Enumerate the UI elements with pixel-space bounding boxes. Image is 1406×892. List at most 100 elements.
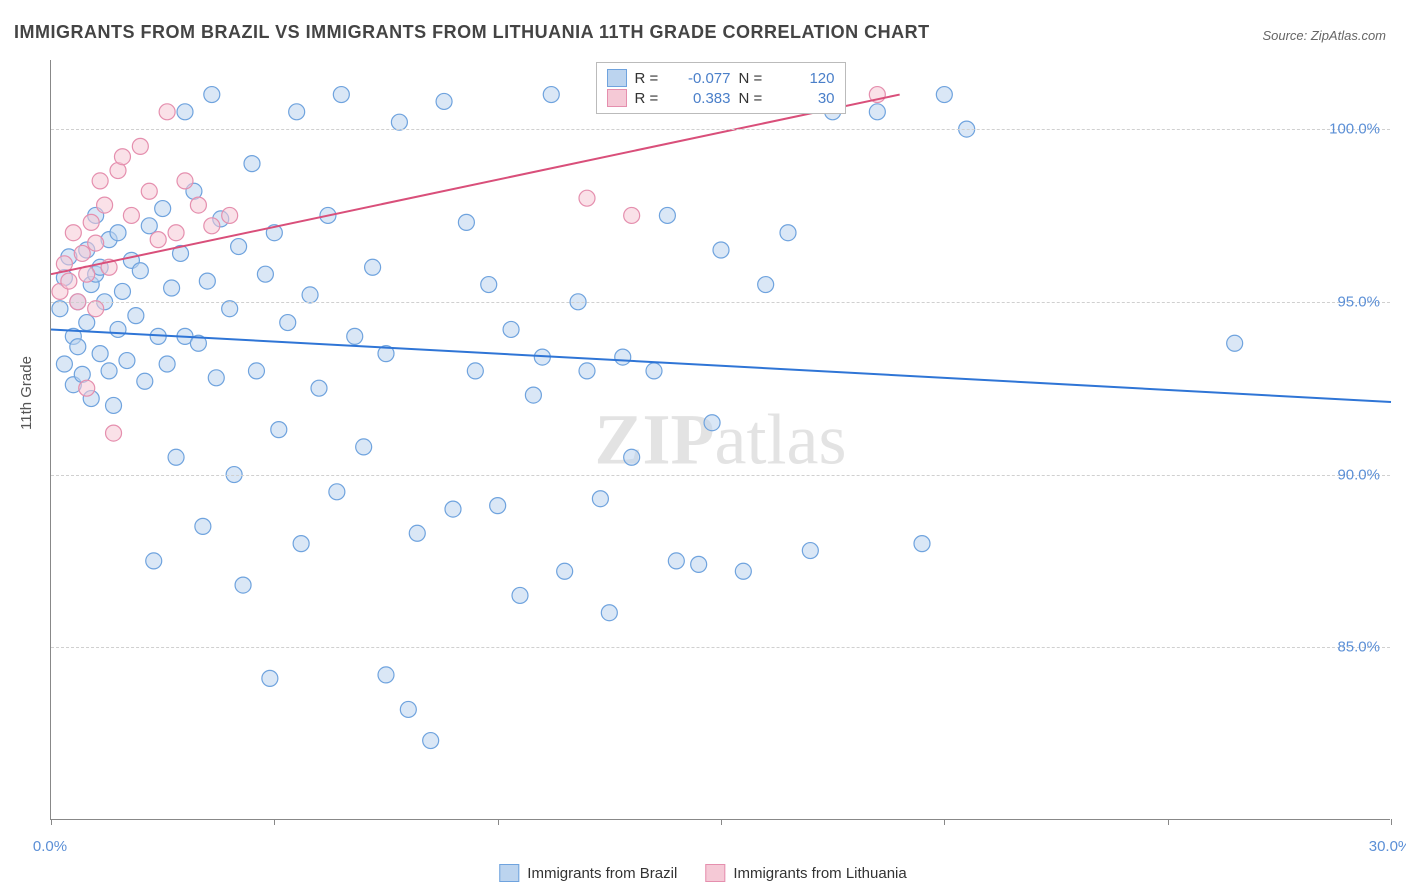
data-point	[802, 543, 818, 559]
data-point	[503, 321, 519, 337]
data-point	[177, 173, 193, 189]
data-point	[262, 670, 278, 686]
data-point	[557, 563, 573, 579]
data-point	[302, 287, 318, 303]
data-point	[659, 207, 675, 223]
data-point	[204, 87, 220, 103]
chart-plot-area: ZIPatlas R = -0.077 N = 120 R = 0.383 N …	[50, 60, 1390, 820]
data-point	[106, 397, 122, 413]
data-point	[758, 277, 774, 293]
data-point	[436, 93, 452, 109]
r-label: R =	[635, 90, 663, 107]
data-point	[168, 225, 184, 241]
data-point	[271, 422, 287, 438]
data-point	[458, 214, 474, 230]
data-point	[409, 525, 425, 541]
data-point	[177, 104, 193, 120]
data-point	[97, 197, 113, 213]
data-point	[231, 239, 247, 255]
data-point	[445, 501, 461, 517]
data-point	[512, 587, 528, 603]
data-point	[137, 373, 153, 389]
data-point	[914, 536, 930, 552]
data-point	[204, 218, 220, 234]
data-point	[691, 556, 707, 572]
data-point	[668, 553, 684, 569]
data-point	[141, 218, 157, 234]
swatch-lithuania	[705, 864, 725, 882]
data-point	[159, 356, 175, 372]
x-tick	[274, 819, 275, 825]
data-point	[713, 242, 729, 258]
data-point	[311, 380, 327, 396]
data-point	[70, 339, 86, 355]
data-point	[543, 87, 559, 103]
n-label: N =	[739, 70, 767, 87]
data-point	[159, 104, 175, 120]
data-point	[52, 301, 68, 317]
data-point	[936, 87, 952, 103]
data-point	[423, 733, 439, 749]
data-point	[164, 280, 180, 296]
data-point	[624, 449, 640, 465]
data-point	[110, 321, 126, 337]
data-point	[646, 363, 662, 379]
chart-title: IMMIGRANTS FROM BRAZIL VS IMMIGRANTS FRO…	[14, 22, 930, 43]
data-point	[400, 701, 416, 717]
data-point	[128, 308, 144, 324]
data-point	[289, 104, 305, 120]
data-point	[615, 349, 631, 365]
y-tick-label: 100.0%	[1329, 121, 1380, 138]
data-point	[467, 363, 483, 379]
data-point	[329, 484, 345, 500]
y-tick-label: 95.0%	[1337, 293, 1380, 310]
swatch-lithuania	[607, 89, 627, 107]
legend-label-lithuania: Immigrants from Lithuania	[733, 865, 906, 882]
source-attribution: Source: ZipAtlas.com	[1262, 28, 1386, 43]
data-point	[88, 235, 104, 251]
data-point	[141, 183, 157, 199]
swatch-brazil	[499, 864, 519, 882]
data-point	[592, 491, 608, 507]
data-point	[110, 225, 126, 241]
data-point	[356, 439, 372, 455]
data-point	[780, 225, 796, 241]
data-point	[579, 363, 595, 379]
data-point	[123, 207, 139, 223]
x-tick	[944, 819, 945, 825]
r-value-brazil: -0.077	[671, 70, 731, 87]
data-point	[222, 301, 238, 317]
data-point	[333, 87, 349, 103]
data-point	[293, 536, 309, 552]
data-point	[257, 266, 273, 282]
data-point	[525, 387, 541, 403]
data-point	[168, 449, 184, 465]
data-point	[88, 301, 104, 317]
data-point	[490, 498, 506, 514]
data-point	[92, 173, 108, 189]
x-tick-label: 0.0%	[33, 838, 67, 855]
gridline	[51, 129, 1390, 130]
data-point	[155, 201, 171, 217]
data-point	[481, 277, 497, 293]
series-legend: Immigrants from Brazil Immigrants from L…	[499, 864, 906, 882]
data-point	[280, 315, 296, 331]
n-value-lithuania: 30	[775, 90, 835, 107]
legend-row-brazil: R = -0.077 N = 120	[607, 69, 835, 87]
data-point	[74, 245, 90, 261]
data-point	[119, 353, 135, 369]
x-tick	[1168, 819, 1169, 825]
legend-row-lithuania: R = 0.383 N = 30	[607, 89, 835, 107]
x-tick	[721, 819, 722, 825]
x-tick	[51, 819, 52, 825]
r-value-lithuania: 0.383	[671, 90, 731, 107]
x-tick-label: 30.0%	[1369, 838, 1406, 855]
data-point	[79, 315, 95, 331]
data-point	[704, 415, 720, 431]
data-point	[114, 149, 130, 165]
data-point	[222, 207, 238, 223]
data-point	[150, 232, 166, 248]
correlation-legend: R = -0.077 N = 120 R = 0.383 N = 30	[596, 62, 846, 114]
data-point	[195, 518, 211, 534]
x-tick	[498, 819, 499, 825]
